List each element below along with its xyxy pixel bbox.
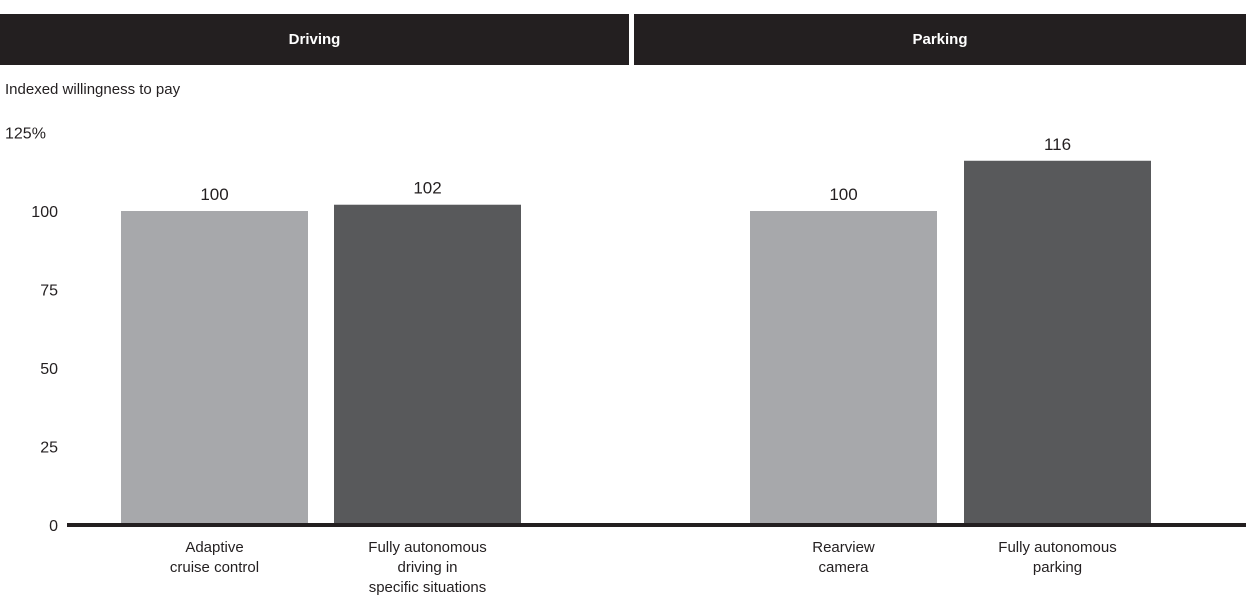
y-tick-label: 125% <box>5 126 46 143</box>
x-category-label: Fully autonomous <box>368 539 486 556</box>
y-tick-label: 100 <box>31 204 58 221</box>
bar-value-label: 100 <box>829 185 857 204</box>
x-category-label: Fully autonomous <box>998 539 1116 556</box>
panel-header-driving: Driving <box>0 14 629 65</box>
bar-value-label: 100 <box>200 185 228 204</box>
panel-title-driving: Driving <box>288 31 341 48</box>
bar <box>964 160 1151 525</box>
bar <box>334 204 521 525</box>
bar-value-label: 116 <box>1044 135 1071 154</box>
bar <box>750 211 937 525</box>
x-category-label: parking <box>1033 559 1082 576</box>
x-category-label: cruise control <box>170 559 259 576</box>
x-category-label: camera <box>818 559 869 576</box>
x-category-label: driving in <box>397 559 457 576</box>
y-tick-label: 50 <box>40 361 58 378</box>
y-tick-label: 75 <box>40 283 58 300</box>
y-axis-label: Indexed willingness to pay <box>5 81 181 98</box>
bar-value-label: 102 <box>413 179 441 198</box>
x-category-label: Adaptive <box>185 539 243 556</box>
y-tick-label: 25 <box>40 440 58 457</box>
x-category-label: Rearview <box>812 539 875 556</box>
panel-header-parking: Parking <box>634 14 1246 65</box>
y-tick-label: 0 <box>49 518 58 535</box>
panel-title-parking: Parking <box>912 31 968 48</box>
bar <box>121 211 308 525</box>
x-category-label: specific situations <box>369 579 487 596</box>
